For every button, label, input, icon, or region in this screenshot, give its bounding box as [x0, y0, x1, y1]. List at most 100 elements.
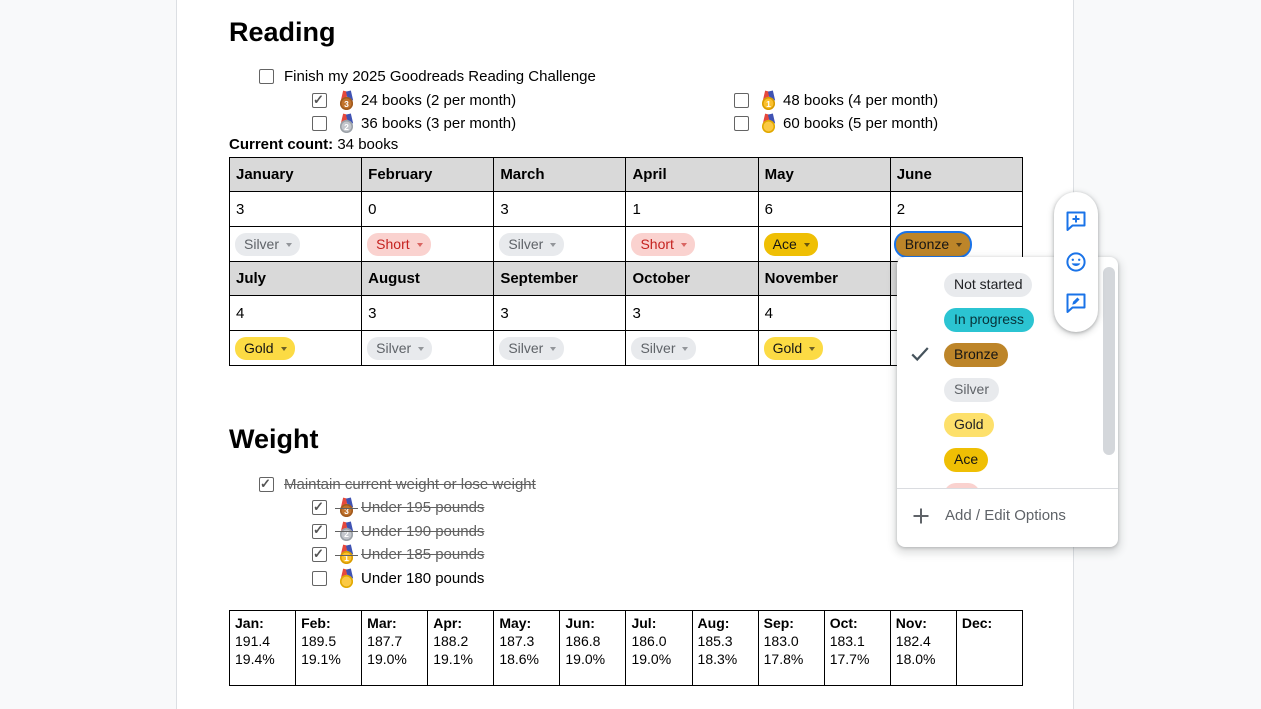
checkbox[interactable] [312, 116, 327, 131]
status-chip-cell: Short [361, 226, 495, 262]
current-count-value: 34 books [333, 136, 399, 153]
status-chip-silver[interactable]: Silver [631, 336, 697, 360]
current-count-label: Current count: [229, 136, 334, 153]
book-count-cell: 1 [625, 191, 759, 227]
status-chip-short[interactable]: Short [631, 232, 695, 256]
weight-value: 187.7 [367, 633, 403, 649]
status-chip-cell: Silver [625, 330, 759, 366]
status-chip-silver[interactable]: Silver [499, 336, 565, 360]
checkbox[interactable] [734, 116, 749, 131]
bodyfat-value: 19.0% [367, 651, 407, 667]
status-chip-silver[interactable]: Silver [367, 336, 433, 360]
weight-value: 182.4 [895, 633, 931, 649]
month-header-cell: May [757, 157, 891, 192]
weight-value: 186.0 [631, 633, 667, 649]
status-option-ace[interactable]: Ace [897, 442, 1118, 477]
add-edit-options-button[interactable]: Add / Edit Options [897, 489, 1118, 542]
checklist-item-label: Under 180 pounds [361, 569, 485, 587]
checklist-item: 3 24 books (2 per month) [312, 90, 516, 111]
checkbox[interactable] [312, 499, 327, 515]
checkbox[interactable] [312, 570, 327, 586]
checkbox[interactable] [259, 69, 274, 84]
chevron-down-icon [680, 242, 687, 247]
status-chip-silver[interactable]: Silver [235, 232, 301, 256]
status-option-pill: In progress [944, 307, 1035, 332]
status-option-in-progress[interactable]: In progress [897, 302, 1118, 337]
weight-value: 185.3 [697, 633, 733, 649]
checkbox[interactable] [259, 476, 274, 492]
plus-icon [913, 508, 929, 523]
bronze-medal-icon: 3 [335, 497, 358, 517]
status-chip-label: Silver [508, 235, 544, 252]
status-option-not-started[interactable]: Not started [897, 267, 1118, 302]
status-chip-cell: Gold [228, 330, 363, 366]
status-option-list: Not started In progress Bronze Silver Go… [897, 257, 1118, 488]
bronze-medal-icon: 3 [339, 90, 354, 110]
status-chip-label: Silver [508, 339, 544, 356]
bodyfat-value: 19.0% [565, 651, 606, 667]
checkbox[interactable] [312, 546, 327, 563]
status-chip-cell: Gold [757, 330, 891, 366]
dropdown-divider [897, 488, 1118, 489]
status-chip-cell: Silver [493, 226, 627, 262]
month-header-cell: November [757, 261, 891, 296]
status-chip-label: Silver [376, 339, 412, 356]
status-chip-silver[interactable]: Silver [499, 232, 565, 256]
checkbox[interactable] [312, 522, 327, 539]
comment-side-toolbar [1054, 192, 1098, 332]
reading-section-title: Reading [229, 17, 336, 47]
status-chip-ace[interactable]: Ace [763, 232, 818, 256]
current-count: Current count: 34 books [229, 136, 398, 153]
bodyfat-value: 19.1% [301, 651, 341, 667]
status-chip-label: Short [376, 235, 410, 252]
status-option-bronze[interactable]: Bronze [897, 337, 1118, 372]
status-option-pill: Not started [944, 272, 1033, 297]
weight-month-label: Nov: [895, 615, 927, 631]
status-option-gold[interactable]: Gold [897, 407, 1118, 442]
status-chip-bronze[interactable]: Bronze [895, 232, 971, 256]
bodyfat-value: 19.0% [631, 651, 672, 667]
month-header-cell: October [625, 261, 759, 296]
status-chip-gold[interactable]: Gold [763, 336, 824, 360]
status-option[interactable] [897, 477, 1118, 488]
checkmark-icon [911, 347, 929, 362]
weight-section-title: Weight [229, 424, 319, 454]
status-option-pill: Silver [944, 377, 1000, 402]
checkbox[interactable] [734, 93, 749, 108]
weight-value: 183.0 [763, 633, 799, 649]
status-chip-label: Silver [640, 339, 676, 356]
book-count-cell: 3 [228, 191, 363, 227]
weight-month-cell: Jan: 191.4 19.4% [228, 610, 297, 686]
emoji-reaction-button[interactable] [1064, 250, 1088, 274]
dropdown-scrollbar[interactable] [1103, 267, 1115, 455]
status-chip-label: Short [640, 235, 674, 252]
weight-month-cell: Aug: 185.3 18.3% [691, 610, 759, 686]
month-header-cell: July [228, 261, 363, 296]
weight-value: 189.5 [301, 633, 337, 649]
add-comment-button[interactable] [1064, 209, 1088, 233]
checklist-item: 2 Under 190 pounds [312, 521, 484, 542]
weight-month-label: Apr: [433, 615, 463, 631]
weight-month-cell: Dec: [955, 610, 1024, 686]
weight-month-cell: Sep: 183.0 17.8% [757, 610, 825, 686]
status-chip-cell: Ace [757, 226, 891, 262]
suggest-edits-icon [1066, 293, 1086, 313]
checklist-item-label: 48 books (4 per month) [783, 92, 939, 109]
status-chip-cell: Bronze [889, 226, 1024, 262]
suggest-edits-button[interactable] [1064, 291, 1088, 315]
month-header-cell: September [493, 261, 627, 296]
status-chip-gold[interactable]: Gold [235, 336, 295, 360]
weight-month-label: Aug: [697, 615, 730, 631]
chevron-down-icon [803, 242, 810, 247]
chevron-down-icon [286, 242, 293, 247]
status-chip-short[interactable]: Short [367, 232, 431, 256]
checkbox[interactable] [312, 92, 327, 108]
silver-medal-icon: 2 [339, 113, 354, 133]
bodyfat-value: 18.3% [697, 651, 738, 667]
month-header-cell: August [361, 261, 495, 296]
bodyfat-value: 17.8% [763, 651, 804, 667]
weight-value: 191.4 [235, 633, 271, 649]
checklist-item-label: 36 books (3 per month) [361, 115, 517, 132]
status-option-silver[interactable]: Silver [897, 372, 1118, 407]
gold-medal-icon: 1 [761, 90, 776, 110]
